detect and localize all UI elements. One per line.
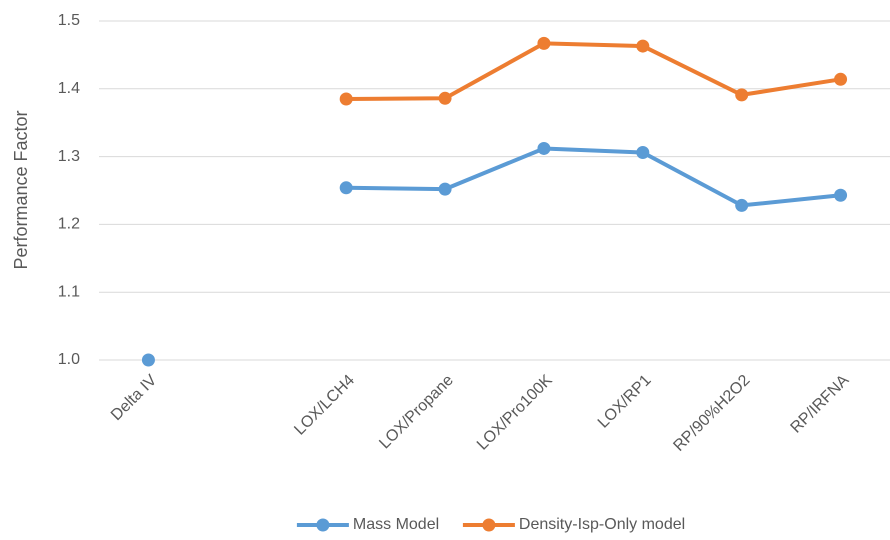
point [438, 91, 452, 105]
y-tick-label: 1.3 [58, 148, 80, 165]
y-tick-label: 1.1 [58, 283, 80, 300]
legend-marker [316, 518, 330, 532]
point [339, 181, 353, 195]
y-tick-label: 1.2 [58, 216, 80, 233]
series-line [346, 41, 841, 101]
point [834, 188, 848, 202]
y-tick-label: 1.0 [58, 351, 80, 368]
point [141, 353, 155, 367]
x-tick-label: RP/IRFNA [788, 372, 853, 437]
x-tick-label: Delta IV [108, 372, 161, 425]
y-tick-label: 1.4 [58, 80, 80, 97]
point [537, 36, 551, 50]
point [636, 39, 650, 53]
point [438, 182, 452, 196]
x-tick-label: RP/90%H2O2 [670, 372, 753, 455]
x-tick-label: LOX/RP1 [595, 372, 655, 432]
x-tick-label: LOX/LCH4 [291, 372, 358, 439]
series-line [346, 146, 841, 208]
y-axis-label: Performance Factor [11, 110, 31, 269]
point [735, 88, 749, 102]
x-tick-label: LOX/Pro100K [474, 372, 556, 454]
x-tick-label: LOX/Propane [376, 372, 457, 453]
point [834, 72, 848, 86]
y-tick-label: 1.5 [58, 12, 80, 29]
legend-label: Mass Model [353, 516, 439, 533]
point [537, 141, 551, 155]
point [636, 146, 650, 160]
point [735, 198, 749, 212]
point [339, 92, 353, 106]
legend-label: Density-Isp-Only model [519, 516, 685, 533]
legend-marker [482, 518, 496, 532]
